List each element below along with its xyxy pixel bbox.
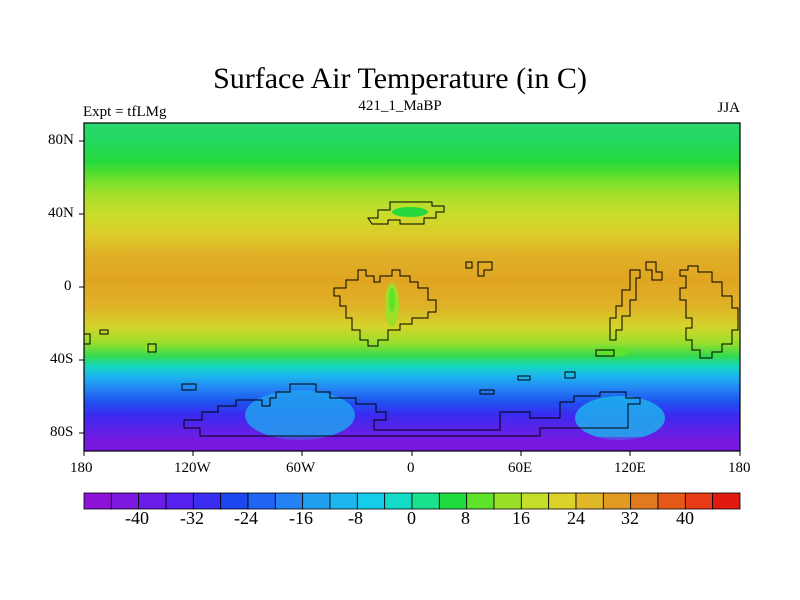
map-title: Surface Air Temperature (in C) [213,62,587,95]
colorbar-box [138,492,167,510]
colorbar-box [220,492,249,510]
lon-label-120w: 120W [174,460,211,476]
temperature-field [84,123,740,451]
colorbar-box [438,492,468,510]
colorbar-box [575,492,604,510]
colorbar-box [493,492,522,510]
lon-label-180w: 180 [70,460,93,476]
coast-anomaly [594,348,630,356]
colorbar-box [466,492,495,510]
colorbar-label: -8 [348,508,363,528]
island-anomaly [145,344,155,352]
warm-anomaly [392,207,428,217]
lat-label-80n: 80N [48,132,74,148]
polar-anomaly-west [245,390,355,440]
colorbar-label: 40 [676,508,694,528]
colorbar-box [247,492,276,510]
season-label: JJA [717,100,740,116]
colorbar-box [657,492,686,510]
polar-anomaly-east [575,396,665,440]
lon-label-120e: 120E [614,460,646,476]
colorbar-label: -32 [180,508,204,528]
lat-label-40n: 40N [48,205,74,221]
colorbar-box [83,492,112,510]
colorbar-label: -24 [234,508,258,528]
colorbar-box [329,492,358,510]
lon-label-0: 0 [407,460,415,476]
colorbar-label: 0 [407,508,416,528]
lat-label-40s: 40S [50,351,74,367]
colorbar-box [520,492,550,510]
highland-core [389,288,395,312]
lon-label-60e: 60E [508,460,533,476]
colorbar-box [602,492,632,510]
continent-outlines [84,201,739,437]
colorbar-label: -40 [125,508,149,528]
lat-label-80s: 80S [50,424,74,440]
colorbar-label: 16 [512,508,530,528]
colorbar-box [712,492,741,510]
colorbar-box [384,492,413,510]
colorbar-box [165,492,194,510]
colorbar-label: 24 [567,508,585,528]
colorbar-box [192,492,222,510]
colorbar-box [356,492,386,510]
colorbar [83,492,741,510]
axis-ticks [79,140,741,456]
polar-cap [84,437,740,451]
lon-label-180e: 180 [728,460,751,476]
colorbar-box [411,492,440,510]
lon-label-60w: 60W [286,460,316,476]
colorbar-box [684,492,714,510]
colorbar-label: 8 [461,508,470,528]
colorbar-box [110,492,140,510]
experiment-label: Expt = tfLMg [83,104,167,120]
colorbar-label: -16 [289,508,313,528]
colorbar-box [274,492,304,510]
colorbar-box [302,492,331,510]
period-label: 421_1_MaBP [358,98,442,114]
colorbar-label: 32 [621,508,639,528]
colorbar-box [548,492,577,510]
lat-label-0: 0 [64,278,72,294]
colorbar-box [630,492,659,510]
